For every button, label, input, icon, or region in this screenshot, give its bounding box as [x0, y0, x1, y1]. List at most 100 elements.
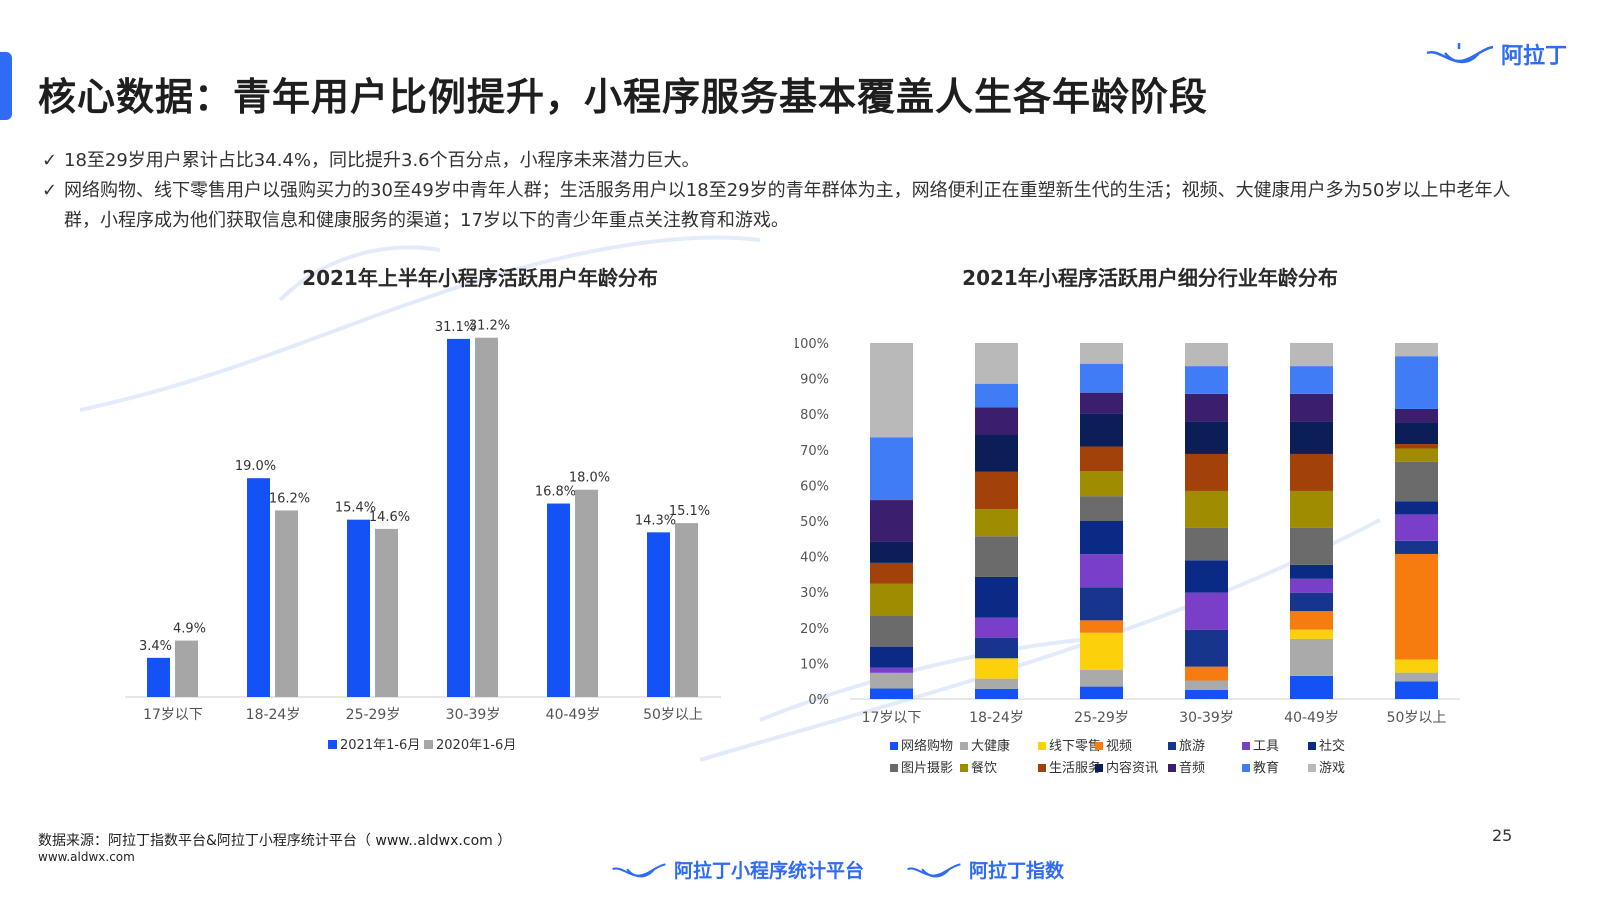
key-findings: ✓ 18至29岁用户累计占比34.4%，同比提升3.6个百分点，小程序未来潜力巨…: [42, 146, 1522, 236]
bar-2020: [475, 337, 498, 697]
stack-segment-旅游: [1080, 587, 1123, 621]
chart2-title: 2021年小程序活跃用户细分行业年龄分布: [962, 266, 1338, 290]
stack-segment-社交: [975, 576, 1018, 618]
legend-swatch: [1168, 764, 1176, 772]
y-tick-label: 50%: [800, 515, 829, 530]
legend-swatch: [890, 742, 898, 750]
y-tick-label: 100%: [795, 337, 829, 352]
stack-segment-网络购物: [1290, 675, 1333, 699]
stack-segment-社交: [1290, 564, 1333, 579]
stack-segment-教育: [1290, 366, 1333, 394]
x-tick-label: 30-39岁: [1179, 710, 1234, 726]
y-tick-label: 30%: [800, 586, 829, 601]
legend-swatch: [1168, 742, 1176, 750]
stack-segment-工具: [870, 667, 913, 673]
data-source: 数据来源：阿拉丁指数平台&阿拉丁小程序统计平台（ www..aldwx.com …: [38, 833, 512, 849]
footer-brand-stats: 阿拉丁小程序统计平台: [610, 856, 864, 883]
legend-label: 大健康: [971, 738, 1010, 754]
stack-segment-大健康: [975, 678, 1018, 689]
legend-label: 教育: [1253, 760, 1279, 776]
data-label: 16.8%: [535, 485, 576, 500]
title-accent-bar: [0, 52, 12, 120]
stack-segment-游戏: [975, 343, 1018, 384]
bar-2021: [347, 519, 370, 697]
stack-segment-音频: [1080, 392, 1123, 414]
stack-segment-生活服务: [1290, 453, 1333, 491]
y-tick-label: 0%: [808, 693, 829, 708]
bar-2020: [575, 489, 598, 697]
stack-segment-网络购物: [975, 688, 1018, 699]
stack-segment-线下零售: [1080, 632, 1123, 671]
y-tick-label: 70%: [800, 444, 829, 459]
stack-segment-大健康: [870, 672, 913, 689]
finding-1: ✓ 18至29岁用户累计占比34.4%，同比提升3.6个百分点，小程序未来潜力巨…: [42, 146, 1522, 176]
legend-swatch: [890, 764, 898, 772]
stack-segment-工具: [1080, 554, 1123, 588]
stack-segment-工具: [975, 617, 1018, 638]
stack-segment-音频: [870, 500, 913, 542]
stack-segment-教育: [870, 437, 913, 501]
lamp-icon: [1426, 43, 1494, 64]
x-tick-label: 25-29岁: [346, 707, 401, 723]
stack-segment-内容资讯: [1185, 421, 1228, 454]
legend-label: 旅游: [1179, 739, 1205, 754]
bar-2020: [275, 510, 298, 697]
stack-segment-图片摄影: [1395, 461, 1438, 502]
stack-segment-线下零售: [975, 658, 1018, 679]
lamp-icon: [907, 862, 961, 877]
stack-segment-音频: [1395, 408, 1438, 423]
age-distribution-chart: 3.4%4.9% 17岁以下 19.0% 16.2% 18-24岁 15.4%14.6% 2…: [125, 319, 721, 753]
stack-segment-餐饮: [1395, 448, 1438, 462]
data-label: 16.2%: [269, 491, 310, 506]
legend-swatch: [1242, 742, 1250, 750]
footer-brand-index: 阿拉丁指数: [905, 856, 1064, 883]
stack-segment-餐饮: [870, 583, 913, 616]
footer-brand-right: 阿拉丁指数: [969, 860, 1065, 882]
legend-label: 游戏: [1319, 761, 1345, 776]
x-tick-label: 17岁以下: [143, 707, 203, 723]
stack-segment-社交: [1080, 521, 1123, 555]
bar-2020: [675, 523, 698, 697]
stack-segment-图片摄影: [1290, 527, 1333, 565]
bar-2020: [175, 640, 198, 697]
stack-segment-餐饮: [1185, 490, 1228, 528]
brand-logo: 阿拉丁: [1425, 38, 1567, 70]
stack-segment-内容资讯: [1290, 421, 1333, 454]
stack-segment-餐饮: [975, 509, 1018, 537]
bar-2020: [375, 528, 398, 697]
legend-swatch: [1095, 764, 1103, 772]
y-tick-label: 90%: [800, 373, 829, 388]
data-label: 14.6%: [369, 510, 410, 525]
legend-label: 2021年1-6月: [340, 738, 420, 753]
stack-segment-视频: [1290, 611, 1333, 630]
finding-2: ✓ 网络购物、线下零售用户以强购买力的30至49岁中青年人群；生活服务用户以18…: [42, 176, 1522, 236]
x-tick-label: 18-24岁: [246, 707, 301, 723]
stack-segment-旅游: [1185, 629, 1228, 667]
stack-segment-图片摄影: [1185, 527, 1228, 561]
stack-segment-图片摄影: [870, 615, 913, 647]
legend-label: 2020年1-6月: [436, 738, 516, 753]
data-label: 31.2%: [469, 319, 510, 334]
check-icon: ✓: [42, 180, 58, 201]
legend-swatch: [960, 764, 968, 772]
industry-age-chart: 0% 10% 20% 30% 40% 50% 60% 70% 80% 90% 100% 17岁以下 18…: [795, 337, 1460, 776]
legend-label: 线下零售: [1049, 738, 1101, 754]
stack-segment-网络购物: [1395, 681, 1438, 699]
legend-swatch: [1242, 764, 1250, 772]
stack-segment-视频: [1395, 553, 1438, 660]
stack-segment-图片摄影: [975, 536, 1018, 577]
footer-brand-left: 阿拉丁小程序统计平台: [674, 860, 865, 882]
data-label: 18.0%: [569, 471, 610, 486]
legend-swatch: [1095, 742, 1103, 750]
legend-label: 社交: [1319, 738, 1345, 754]
footer-url: www.aldwx.com: [38, 850, 135, 864]
x-tick-label: 50岁以上: [1387, 710, 1447, 726]
page-number: 25: [1492, 826, 1513, 845]
stack-segment-游戏: [1185, 343, 1228, 367]
stack-segment-视频: [1080, 620, 1123, 633]
stack-segment-餐饮: [1080, 471, 1123, 497]
y-tick-label: 10%: [800, 657, 829, 672]
stack-segment-生活服务: [1080, 446, 1123, 472]
stack-segment-网络购物: [870, 688, 913, 699]
stack-segment-大健康: [1080, 670, 1123, 687]
